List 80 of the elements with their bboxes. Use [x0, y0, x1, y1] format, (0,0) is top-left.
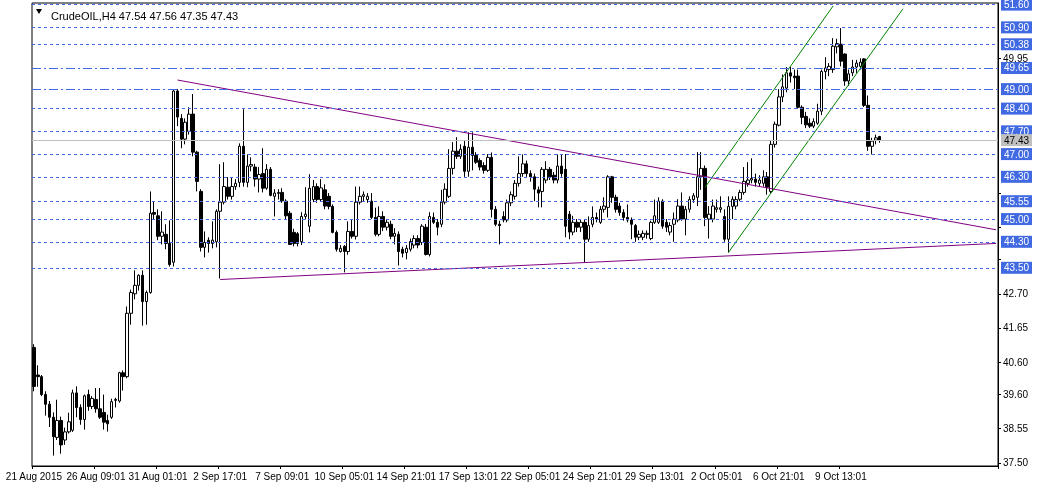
x-tick-label: 31 Aug 01:01 — [128, 470, 188, 482]
candlestick — [750, 157, 753, 184]
x-tick-label: 22 Sep 05:01 — [500, 470, 561, 482]
candlestick — [727, 195, 730, 254]
x-tick-label: 6 Oct 21:01 — [752, 470, 806, 482]
y-tick-label: 40.60 — [1003, 356, 1029, 368]
x-tick-label: 26 Aug 09:01 — [66, 470, 126, 482]
ref-line-label: 47.43 — [1004, 134, 1030, 146]
candlestick — [641, 229, 645, 241]
candlestick — [467, 131, 470, 178]
candlestick — [199, 188, 203, 253]
y-tick-label: 42.70 — [1003, 288, 1029, 300]
y-tick-label: 37.50 — [1003, 457, 1029, 469]
candlestick — [172, 88, 175, 267]
candlestick — [571, 215, 575, 236]
x-tick-label: 10 Sep 05:01 — [314, 470, 375, 482]
candlestick — [354, 186, 358, 241]
candlestick — [308, 173, 311, 233]
candlestick — [657, 196, 660, 225]
ref-line-label: 50.38 — [1004, 38, 1030, 50]
candlestick — [261, 147, 265, 193]
candlestick — [389, 220, 393, 240]
x-tick-label: 7 Sep 09:01 — [255, 470, 310, 482]
x-tick-label: 17 Sep 13:01 — [438, 470, 499, 482]
candlestick — [661, 198, 664, 230]
candlestick — [118, 371, 121, 404]
y-tick-label: 41.65 — [1003, 322, 1029, 334]
candlestick — [381, 210, 385, 232]
candlestick — [160, 210, 164, 245]
ref-line-label: 50.90 — [1004, 21, 1030, 33]
candlestick — [855, 59, 858, 74]
candlestick — [315, 182, 319, 204]
candlestick — [606, 174, 610, 218]
candlestick — [556, 153, 559, 184]
candlestick — [758, 174, 761, 188]
x-tick-label: 14 Sep 21:01 — [376, 470, 437, 482]
text: CrudeOIL,H4 47.54 47.56 47.35 47.43 — [51, 9, 239, 22]
candlestick — [323, 183, 327, 210]
candlestick — [634, 223, 637, 243]
candlestick — [696, 151, 699, 207]
candlestick — [397, 230, 400, 267]
ref-line-label: 49.65 — [1004, 62, 1030, 74]
candlestick — [831, 37, 835, 74]
y-tick-label: 49.95 — [1003, 52, 1029, 64]
candlestick — [110, 398, 113, 420]
candlestick — [377, 205, 381, 237]
candlestick — [564, 153, 567, 238]
candlestick — [180, 113, 183, 149]
x-tick-label: 21 Aug 2015 — [5, 470, 63, 482]
candlestick — [719, 195, 722, 214]
candlestick — [242, 108, 245, 188]
x-tick-label: 24 Sep 21:01 — [562, 470, 623, 482]
x-tick-label: 2 Sep 17:01 — [193, 470, 248, 482]
candlestick — [218, 163, 222, 280]
ref-line-label: 45.00 — [1004, 213, 1030, 225]
y-tick-label: 38.55 — [1003, 423, 1029, 435]
candlestick — [83, 394, 86, 431]
candlestick — [362, 190, 365, 202]
ref-line-label: 45.55 — [1004, 195, 1030, 207]
x-tick-label: 9 Oct 13:01 — [815, 470, 868, 482]
ref-line-label: 44.30 — [1004, 236, 1030, 248]
candlestick — [230, 176, 234, 201]
candlestick — [428, 211, 431, 257]
y-tick-label: 39.60 — [1003, 389, 1029, 401]
ref-line-label: 47.00 — [1004, 148, 1030, 160]
ref-line-label: 51.60 — [1004, 0, 1030, 11]
ref-line-label: 48.40 — [1004, 103, 1030, 115]
candlestick — [412, 234, 416, 249]
candlestick — [583, 218, 587, 263]
ref-line-label: 43.50 — [1004, 262, 1030, 274]
candlestick — [878, 135, 881, 144]
candlestick — [141, 269, 144, 327]
ref-line-label: 46.30 — [1004, 171, 1030, 183]
candlestick — [575, 218, 579, 233]
candlestick — [366, 192, 369, 204]
ref-line-label: 49.00 — [1004, 83, 1030, 95]
candlestick — [71, 389, 74, 433]
x-tick-label: 29 Sep 13:01 — [624, 470, 685, 482]
candlestick — [591, 205, 594, 228]
x-tick-label: 2 Oct 05:01 — [690, 470, 744, 482]
